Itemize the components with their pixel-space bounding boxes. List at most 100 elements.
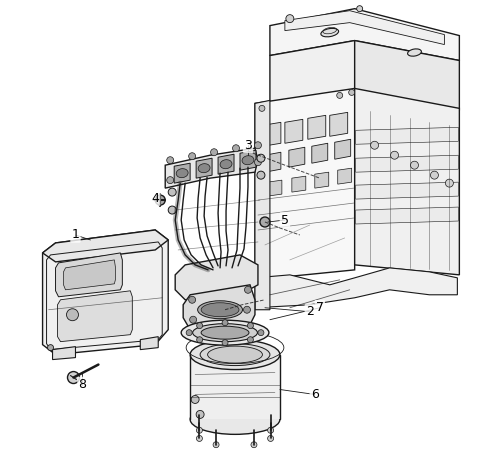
Polygon shape [265,152,281,172]
Polygon shape [140,336,158,350]
Ellipse shape [200,344,270,366]
Circle shape [167,177,174,184]
Circle shape [254,142,262,149]
Polygon shape [240,150,256,170]
Circle shape [196,410,204,419]
Circle shape [68,372,80,383]
Ellipse shape [198,301,242,319]
Polygon shape [165,148,258,188]
Circle shape [357,6,363,12]
Polygon shape [218,154,234,174]
Polygon shape [63,260,115,290]
Circle shape [168,188,176,196]
Polygon shape [315,172,329,188]
Polygon shape [183,285,255,330]
Ellipse shape [220,160,232,169]
Circle shape [232,145,240,152]
Circle shape [257,171,265,179]
Circle shape [445,179,454,187]
Circle shape [348,89,355,96]
Ellipse shape [201,303,239,317]
Circle shape [189,153,196,160]
Circle shape [336,92,343,98]
Polygon shape [270,9,459,60]
Circle shape [410,161,419,169]
Polygon shape [335,139,351,159]
Circle shape [258,330,264,336]
Circle shape [251,442,257,448]
Polygon shape [356,207,458,224]
Ellipse shape [176,169,188,178]
Polygon shape [268,180,282,196]
Text: 3: 3 [244,139,252,152]
Polygon shape [312,143,328,163]
Polygon shape [175,255,258,300]
Circle shape [247,322,253,329]
Polygon shape [285,11,444,45]
Circle shape [196,427,203,433]
Circle shape [155,195,165,205]
Polygon shape [174,163,190,183]
Circle shape [189,296,196,303]
Text: 2: 2 [306,305,314,318]
Circle shape [211,149,217,156]
Ellipse shape [198,164,210,173]
Ellipse shape [201,326,249,339]
Ellipse shape [321,28,338,37]
Text: 1: 1 [72,229,79,241]
Circle shape [247,337,253,343]
Circle shape [260,217,270,227]
Circle shape [197,337,203,343]
Polygon shape [43,230,168,262]
Polygon shape [338,168,352,184]
Circle shape [391,151,398,159]
Polygon shape [56,253,122,297]
Polygon shape [270,41,355,106]
Circle shape [196,436,203,442]
Circle shape [259,106,265,111]
Circle shape [168,206,176,214]
Ellipse shape [181,320,269,345]
Circle shape [186,330,192,336]
Ellipse shape [242,156,254,165]
Polygon shape [292,176,306,192]
Circle shape [371,141,379,149]
Polygon shape [330,112,348,136]
Polygon shape [355,41,459,110]
Circle shape [254,159,262,166]
Polygon shape [52,347,75,359]
Circle shape [244,286,252,293]
Polygon shape [289,147,305,167]
Polygon shape [43,230,168,354]
Circle shape [213,442,219,448]
Ellipse shape [192,324,257,342]
Circle shape [197,322,203,329]
Polygon shape [356,155,458,172]
Text: 4: 4 [151,192,159,205]
Circle shape [268,436,274,442]
Circle shape [431,171,438,179]
Circle shape [286,14,294,23]
Polygon shape [190,354,280,419]
Ellipse shape [207,346,263,363]
Polygon shape [285,120,303,143]
Ellipse shape [190,405,280,434]
Polygon shape [255,101,270,310]
Text: 7: 7 [316,301,324,314]
Circle shape [222,340,228,345]
Text: 8: 8 [78,378,86,391]
Circle shape [48,345,54,350]
Polygon shape [255,88,355,280]
Polygon shape [255,268,457,308]
Circle shape [167,156,174,164]
Polygon shape [308,115,326,139]
Polygon shape [356,182,458,199]
Circle shape [257,154,265,162]
Text: 6: 6 [311,388,319,401]
Ellipse shape [190,340,280,369]
Polygon shape [58,291,132,342]
Polygon shape [356,127,458,144]
Circle shape [67,309,78,321]
Circle shape [190,316,197,323]
Circle shape [268,427,274,433]
